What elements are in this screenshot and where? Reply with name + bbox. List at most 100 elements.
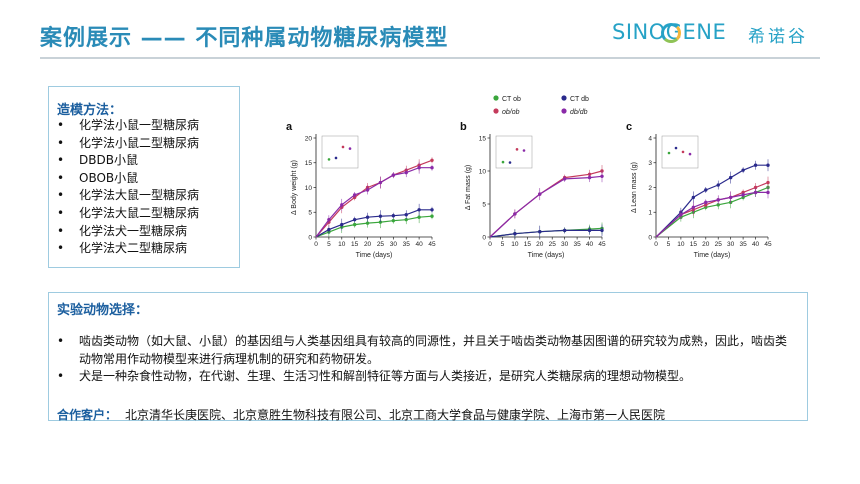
y-tick-label: 4 — [648, 135, 652, 142]
y-tick-label: 5 — [308, 210, 312, 217]
x-axis-label: Time (days) — [356, 252, 393, 259]
y-tick-label: 5 — [482, 201, 486, 208]
data-point — [340, 222, 344, 227]
x-tick-label: 45 — [764, 241, 772, 248]
data-point — [391, 173, 396, 177]
animal-point: • 啮齿类动物（如大鼠、小鼠）的基因组与人类基因组具有较高的同源性，并且关于啮齿类… — [57, 334, 788, 366]
data-point — [716, 203, 720, 207]
x-tick-label: 5 — [327, 241, 331, 248]
legend-marker — [493, 95, 499, 101]
data-point — [340, 203, 344, 207]
series-line — [315, 159, 433, 238]
series-line — [489, 229, 602, 238]
data-point — [704, 188, 708, 192]
y-tick-label: 15 — [305, 160, 313, 167]
bullet: • — [57, 223, 65, 238]
partners-text: 北京清华长庚医院、北京意胜生物科技有限公司、北京工商大学食品与健康学院、上海市第… — [125, 408, 666, 422]
method-item: • 化学法小鼠二型糖尿病 — [55, 135, 199, 153]
legend-label: ob/ob — [502, 109, 520, 116]
method-item: • OBOB小鼠 — [55, 170, 199, 188]
slide-title: 案例展示 —— 不同种属动物糖尿病模型 — [40, 26, 449, 51]
method-item: • 化学法大鼠二型糖尿病 — [55, 205, 199, 223]
inset-point — [348, 147, 352, 150]
x-tick-label: 35 — [403, 241, 411, 248]
data-point — [352, 217, 357, 222]
bullet: • — [57, 241, 65, 256]
series-line — [655, 191, 768, 238]
animal-selection-list: • 啮齿类动物（如大鼠、小鼠）的基因组与人类基因组具有较高的同源性，并且关于啮齿类… — [57, 333, 797, 386]
inset-point — [334, 156, 338, 160]
data-point — [430, 166, 434, 170]
x-tick-label: 20 — [702, 241, 710, 248]
data-point — [538, 192, 542, 196]
x-tick-label: 10 — [338, 241, 346, 248]
inset-point — [674, 146, 678, 150]
x-tick-label: 40 — [415, 241, 423, 248]
x-tick-label: 25 — [549, 241, 557, 248]
data-point — [513, 232, 517, 236]
inset-point — [688, 152, 692, 156]
y-tick-label: 15 — [479, 135, 487, 142]
animal-selection-panel: 实验动物选择： • 啮齿类动物（如大鼠、小鼠）的基因组与人类基因组具有较高的同源性… — [48, 292, 808, 422]
data-point — [753, 163, 758, 167]
data-point — [716, 198, 720, 202]
partners-label: 合作客户： — [57, 408, 118, 422]
x-tick-label: 25 — [377, 241, 385, 248]
data-point — [741, 168, 745, 172]
data-point — [417, 215, 421, 219]
data-point — [691, 195, 696, 200]
inset-frame — [321, 135, 359, 169]
inset-point — [667, 151, 671, 155]
x-tick-label: 20 — [536, 241, 544, 248]
bullet: • — [57, 205, 65, 220]
method-item: • 化学法犬一型糖尿病 — [55, 223, 199, 241]
method-item: • DBDB小鼠 — [55, 152, 199, 170]
x-tick-label: 35 — [573, 241, 581, 248]
bullet: • — [57, 334, 65, 348]
x-tick-label: 15 — [690, 241, 698, 248]
series-line — [315, 209, 432, 238]
x-tick-label: 0 — [488, 241, 492, 248]
panel-letter: b — [460, 121, 467, 133]
method-item: • 化学法小鼠一型糖尿病 — [55, 117, 199, 135]
data-point — [562, 177, 567, 181]
inset-point — [327, 158, 331, 161]
series-line — [655, 186, 769, 238]
data-point — [679, 213, 683, 217]
series-line — [489, 170, 603, 238]
data-point — [766, 163, 770, 167]
data-point — [327, 217, 331, 222]
data-point — [600, 174, 604, 178]
data-point — [365, 221, 370, 225]
y-tick-label: 3 — [648, 160, 652, 167]
data-point — [753, 190, 758, 195]
y-tick-label: 10 — [305, 185, 313, 192]
inset-point — [501, 160, 505, 164]
logo-ring-icon — [661, 23, 681, 43]
inset-point — [508, 161, 512, 164]
data-point — [352, 193, 357, 197]
bullet: • — [57, 369, 65, 383]
logo-chinese-text: 希诺谷 — [748, 27, 808, 47]
data-point — [327, 227, 331, 232]
x-tick-label: 25 — [715, 241, 723, 248]
bullet: • — [57, 135, 65, 150]
series-line — [489, 227, 603, 238]
animal-selection-heading: 实验动物选择： — [57, 303, 149, 318]
bullet: • — [57, 118, 65, 132]
data-point — [391, 214, 396, 218]
data-point — [562, 228, 567, 233]
x-tick-label: 35 — [739, 241, 747, 248]
y-tick-label: 0 — [648, 234, 652, 241]
data-point — [430, 158, 434, 162]
x-tick-label: 0 — [314, 241, 318, 248]
data-point — [391, 218, 396, 223]
data-point — [417, 208, 421, 212]
data-point — [404, 170, 408, 175]
bullet: • — [57, 170, 65, 185]
x-tick-label: 30 — [390, 241, 398, 248]
modeling-method-heading: 造模方法： — [57, 103, 123, 118]
data-point — [378, 214, 383, 218]
y-tick-label: 20 — [305, 135, 313, 142]
